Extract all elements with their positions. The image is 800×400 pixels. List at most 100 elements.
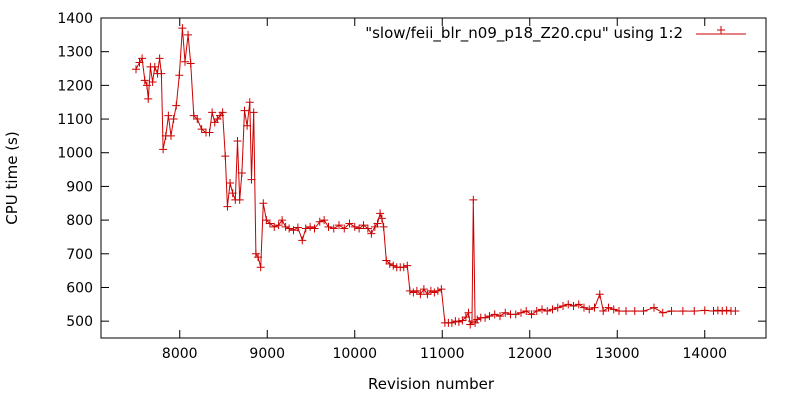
data-point-marker: [461, 313, 470, 322]
data-point-marker: [700, 306, 709, 315]
series-line: [135, 28, 736, 327]
data-point-marker: [197, 125, 206, 134]
data-point-marker: [233, 136, 242, 145]
data-point-marker: [138, 54, 147, 63]
x-tick-label: 8000: [162, 346, 198, 362]
data-point-marker: [189, 111, 198, 120]
data-point-marker: [419, 285, 428, 294]
data-point-marker: [718, 307, 727, 316]
data-point-marker: [265, 219, 274, 228]
data-point-marker: [658, 308, 667, 317]
data-point-marker: [259, 199, 268, 208]
data-point-marker: [426, 286, 435, 295]
data-point-marker: [310, 224, 319, 233]
legend-marker: [717, 26, 725, 34]
data-point-marker: [511, 310, 520, 319]
y-tick-label: 700: [66, 247, 93, 263]
data-point-marker: [247, 175, 256, 184]
data-point-marker: [454, 317, 463, 326]
data-point-marker: [175, 71, 184, 80]
data-point-marker: [218, 108, 227, 117]
data-point-marker: [223, 202, 232, 211]
y-tick-label: 900: [66, 179, 93, 195]
data-point-marker: [181, 57, 189, 66]
data-point-marker: [433, 286, 442, 295]
data-point-marker: [142, 81, 151, 90]
data-point-marker: [278, 216, 287, 225]
series-group: [132, 24, 740, 329]
y-axis-label: CPU time (s): [3, 131, 21, 224]
data-point-marker: [240, 106, 249, 115]
data-point-marker: [722, 306, 731, 315]
data-point-marker: [389, 261, 398, 270]
data-point-marker: [186, 59, 195, 68]
data-point-marker: [355, 224, 364, 233]
data-point-marker: [416, 290, 425, 299]
data-point-marker: [630, 307, 639, 316]
y-tick-label: 500: [66, 314, 93, 330]
data-point-marker: [690, 307, 699, 316]
data-point-marker: [221, 152, 230, 161]
data-point-marker: [409, 288, 418, 297]
y-tick-label: 1400: [57, 11, 93, 27]
data-point-marker: [678, 307, 687, 316]
data-point-marker: [293, 223, 302, 232]
y-tick-label: 600: [66, 280, 93, 296]
data-point-marker: [285, 224, 294, 233]
y-tick-label: 1100: [57, 112, 93, 128]
data-point-marker: [469, 195, 478, 204]
data-point-marker: [167, 131, 175, 140]
data-point-marker: [548, 305, 557, 314]
data-point-marker: [315, 217, 324, 226]
data-point-marker: [447, 318, 456, 327]
data-point-marker: [713, 306, 722, 315]
data-point-marker: [367, 229, 376, 238]
data-point-marker: [379, 222, 388, 231]
data-point-marker: [639, 307, 648, 316]
data-point-marker: [473, 315, 482, 324]
data-point-marker: [350, 222, 359, 231]
data-point-marker: [132, 65, 140, 74]
data-point-marker: [169, 115, 178, 124]
data-point-marker: [527, 310, 536, 319]
data-point-marker: [430, 288, 439, 297]
data-point-marker: [243, 121, 252, 130]
data-point-marker: [148, 78, 157, 86]
data-point-marker: [517, 308, 525, 317]
data-point-marker: [205, 128, 214, 137]
data-point-marker: [184, 30, 193, 39]
legend: "slow/feii_blr_n09_p18_Z20.cpu" using 1:…: [365, 24, 746, 43]
data-point-marker: [522, 307, 531, 316]
data-point-marker: [256, 263, 265, 272]
data-point-marker: [451, 317, 460, 326]
data-point-marker: [254, 253, 263, 262]
data-point-marker: [345, 219, 354, 228]
data-point-marker: [226, 179, 235, 188]
data-point-marker: [228, 189, 237, 198]
data-point-marker: [298, 236, 307, 245]
legend-label: "slow/feii_blr_n09_p18_Z20.cpu" using 1:…: [365, 24, 683, 43]
data-point-marker: [150, 62, 159, 71]
x-tick-label: 9000: [249, 346, 285, 362]
data-point-marker: [423, 290, 432, 299]
y-tick-label: 1200: [57, 78, 93, 94]
data-point-marker: [667, 307, 676, 316]
data-point-marker: [481, 313, 490, 322]
x-tick-label: 11000: [420, 346, 465, 362]
x-axis-label: Revision number: [368, 375, 495, 393]
data-point-marker: [553, 303, 562, 312]
data-point-marker: [373, 219, 382, 228]
data-point-marker: [376, 209, 385, 218]
data-point-marker: [208, 108, 217, 117]
data-point-marker: [501, 308, 510, 317]
data-point-marker: [245, 98, 254, 107]
data-point-marker: [281, 222, 290, 231]
data-point-marker: [193, 115, 202, 124]
y-tick-label: 1300: [57, 45, 93, 61]
data-point-marker: [270, 222, 279, 231]
data-point-marker: [564, 300, 573, 309]
data-point-marker: [604, 303, 613, 312]
data-point-marker: [301, 224, 310, 233]
x-tick-label: 13000: [595, 346, 640, 362]
data-point-marker: [157, 69, 166, 78]
